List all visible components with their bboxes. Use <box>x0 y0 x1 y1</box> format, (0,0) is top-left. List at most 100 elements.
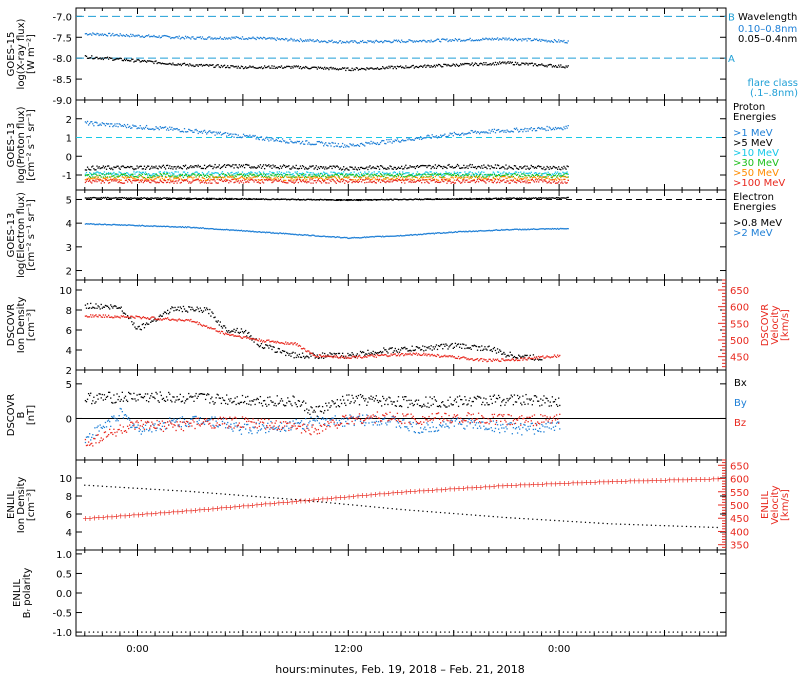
data-point <box>452 231 454 234</box>
data-point <box>529 176 531 179</box>
data-point <box>423 173 425 175</box>
data-point <box>511 176 513 178</box>
data-point <box>543 64 545 67</box>
data-point <box>308 181 310 183</box>
data-point <box>123 123 126 126</box>
data-point <box>162 127 165 129</box>
data-point <box>379 165 382 167</box>
data-point <box>442 176 444 178</box>
data-point <box>397 199 400 201</box>
data-point <box>148 179 150 181</box>
data-point <box>111 57 113 59</box>
data-point <box>403 41 405 43</box>
data-point <box>223 228 226 231</box>
data-point <box>236 180 238 183</box>
data-point <box>487 230 489 232</box>
data-point <box>388 168 390 170</box>
data-point <box>564 228 566 230</box>
data-point <box>330 66 332 69</box>
data-point <box>357 199 360 202</box>
data-point <box>198 166 200 168</box>
data-point <box>444 177 446 179</box>
data-point <box>308 234 310 237</box>
data-point <box>104 223 107 225</box>
data-point <box>251 37 253 39</box>
data-point <box>332 142 334 144</box>
data-point <box>372 236 374 238</box>
data-point <box>503 166 505 169</box>
data-point <box>485 166 487 168</box>
data-point <box>300 173 303 175</box>
data-point <box>155 60 157 62</box>
data-point <box>219 66 222 69</box>
data-point <box>385 176 387 179</box>
data-point <box>386 235 388 237</box>
data-point <box>443 180 445 183</box>
data-point <box>202 179 205 182</box>
data-point <box>446 173 448 175</box>
data-point <box>356 174 359 177</box>
data-point <box>473 131 476 133</box>
data-point <box>481 131 483 133</box>
data-point <box>245 163 247 166</box>
data-point <box>311 178 313 181</box>
data-point <box>184 174 187 176</box>
data-point <box>386 172 388 174</box>
data-point <box>562 175 564 178</box>
data-point <box>445 39 447 41</box>
data-point <box>104 165 107 168</box>
data-point <box>345 173 347 175</box>
data-point <box>86 223 89 225</box>
data-point <box>220 38 223 40</box>
data-point <box>515 171 518 173</box>
data-point <box>201 132 204 134</box>
data-point <box>136 59 138 61</box>
data-point <box>189 197 191 199</box>
data-point <box>383 236 385 238</box>
data-point <box>176 176 178 178</box>
data-point <box>136 171 138 173</box>
data-point <box>157 61 159 64</box>
data-point <box>399 179 402 182</box>
data-point <box>290 233 292 236</box>
data-point <box>84 179 87 181</box>
data-point <box>348 173 350 175</box>
data-point <box>285 232 287 235</box>
data-point <box>333 41 335 43</box>
data-point <box>458 64 461 67</box>
data-point <box>87 33 90 36</box>
data-point <box>237 167 239 169</box>
data-point <box>236 229 238 232</box>
data-point <box>222 38 225 40</box>
data-point <box>331 178 333 180</box>
data-point <box>117 197 119 199</box>
data-point <box>307 176 309 179</box>
y-axis-label: DSCOVR <box>6 304 17 347</box>
data-point <box>492 167 495 169</box>
data-point <box>510 38 512 40</box>
data-point <box>302 175 305 177</box>
data-point <box>423 137 425 139</box>
data-point <box>130 33 132 36</box>
data-point <box>404 182 406 184</box>
data-point <box>351 173 353 176</box>
data-point <box>520 175 522 178</box>
data-point <box>159 171 161 173</box>
data-point <box>281 181 284 183</box>
data-point <box>167 35 169 37</box>
data-point <box>346 176 348 179</box>
data-point <box>415 180 418 183</box>
data-point <box>470 177 472 179</box>
data-point <box>261 175 264 177</box>
data-point <box>151 165 153 167</box>
data-point <box>275 175 277 177</box>
data-point <box>87 168 90 170</box>
data-point <box>407 178 409 181</box>
data-point <box>433 167 435 169</box>
data-point <box>257 174 259 177</box>
data-point <box>458 181 461 183</box>
data-point <box>456 177 459 179</box>
data-point <box>398 235 401 237</box>
data-point <box>557 177 559 179</box>
data-point <box>175 198 177 200</box>
